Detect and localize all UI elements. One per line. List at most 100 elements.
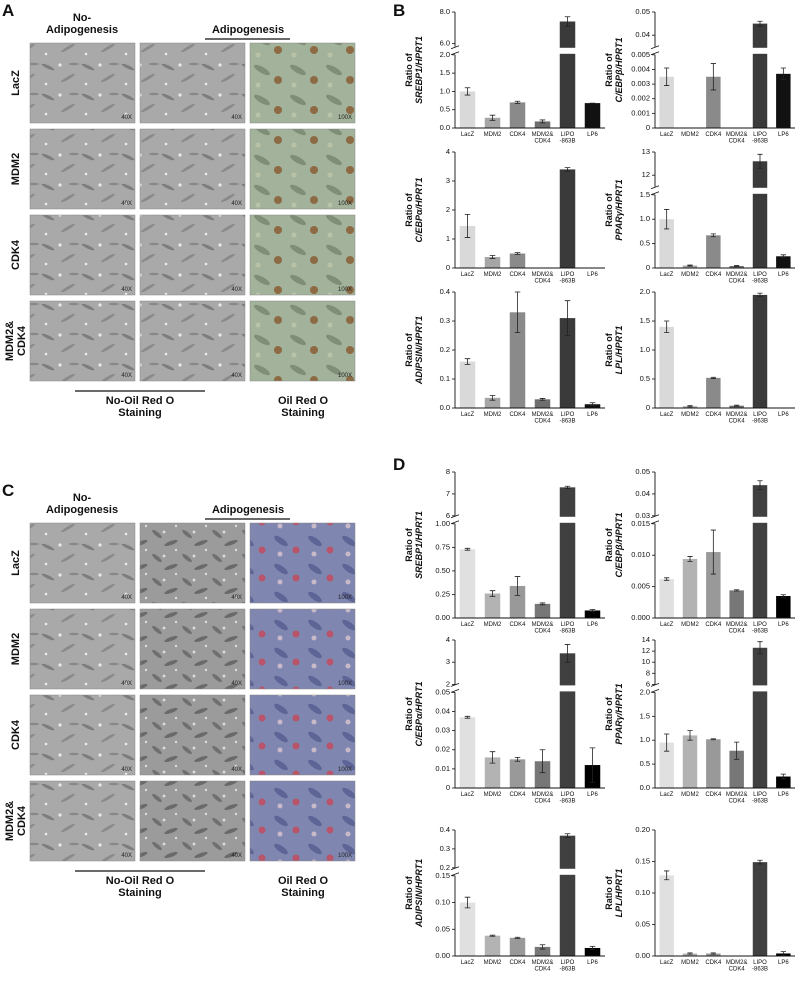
bar: [509, 937, 526, 956]
y-tick-label: 0.02: [435, 745, 450, 754]
micrograph: [139, 300, 246, 382]
error-bar: [489, 255, 496, 259]
y-tick-label: 12: [642, 646, 650, 655]
y-tick-label: 0.50: [435, 566, 450, 575]
error-bar: [734, 589, 740, 592]
x-tick-label: MDM2: [681, 792, 699, 798]
x-tick-label: LacZ: [660, 960, 674, 966]
y-tick-label: 0.5: [640, 374, 650, 383]
axis-break-mark: [650, 514, 660, 525]
y-tick-label: 0.005: [631, 50, 650, 59]
bar: [776, 256, 791, 268]
error-bar: [664, 870, 670, 881]
x-tick-label: MDM2: [681, 272, 699, 278]
error-bar: [464, 87, 471, 96]
y-tick-label: 0.002: [631, 94, 650, 103]
error-bar: [664, 67, 670, 86]
y-tick-label: 10: [642, 657, 650, 666]
x-tick-label: MDM2& CDK4: [532, 412, 554, 425]
x-tick-label: CDK4: [509, 272, 526, 278]
x-tick-label: LIPO -863B: [752, 412, 768, 425]
x-tick-label: LIPO -863B: [559, 622, 575, 635]
error-bar: [514, 576, 521, 596]
y-tick-label: 0.03: [435, 726, 450, 735]
magnification: 100X: [338, 201, 352, 207]
magnification: 100X: [338, 681, 352, 687]
y-tick-label: 0.04: [635, 30, 650, 39]
x-tick-label: LIPO -863B: [752, 792, 768, 805]
micrograph: [249, 300, 356, 382]
y-tick-label: 0.4: [440, 825, 450, 834]
y-tick-label: 0.2: [440, 863, 450, 872]
y-tick-label: 0.0: [440, 403, 450, 412]
error-bar: [564, 16, 571, 27]
bar: [706, 76, 721, 128]
bar: [509, 312, 526, 408]
x-tick-label: LP6: [587, 960, 598, 966]
axis-break-mark: [450, 45, 460, 56]
magnification: 100X: [338, 767, 352, 773]
y-tick-label: 12: [642, 170, 650, 179]
y-tick-label: 0.5: [640, 759, 650, 768]
x-tick-label: LP6: [778, 132, 789, 138]
axis-break-mark: [450, 514, 460, 525]
bar: [534, 946, 551, 956]
error-bar: [710, 63, 716, 91]
x-tick-label: LacZ: [461, 132, 475, 138]
magnification: 40X: [121, 373, 132, 379]
bar: [534, 603, 551, 618]
x-tick-label: CDK4: [509, 622, 526, 628]
error-bar: [489, 751, 496, 764]
x-tick-label: MDM2& CDK4: [532, 622, 554, 635]
y-axis-label: Ratio ofADIPSIN/HPRT1: [404, 859, 424, 928]
magnification: 40X: [231, 373, 242, 379]
error-bar: [710, 952, 716, 955]
magnification: 40X: [121, 115, 132, 121]
y-tick-label: 0.003: [631, 79, 650, 88]
micrograph: [139, 694, 246, 776]
error-bar: [664, 577, 670, 581]
bar: [509, 759, 526, 788]
x-tick-label: CDK4: [509, 132, 526, 138]
y-tick-label: 0.15: [635, 856, 650, 865]
error-bar: [710, 738, 716, 741]
error-bar: [539, 749, 546, 774]
y-tick-label: 0: [446, 783, 450, 792]
bar: [509, 585, 526, 618]
x-tick-label: CDK4: [509, 792, 526, 798]
bar: [459, 225, 476, 268]
magnification: 40X: [121, 767, 132, 773]
bar: [559, 169, 576, 268]
y-tick-label: 6: [446, 511, 450, 520]
micrograph: [29, 522, 136, 604]
x-tick-label: LacZ: [461, 622, 475, 628]
y-tick-label: 1.0: [640, 345, 650, 354]
error-bar: [589, 945, 596, 950]
column-header: Adipogenesis: [212, 504, 284, 516]
x-tick-label: LIPO -863B: [559, 792, 575, 805]
y-axis-label: Ratio ofPPARγ/HPRT1: [604, 179, 624, 240]
y-tick-label: 0.4: [440, 287, 450, 296]
error-bar: [734, 404, 740, 407]
bar: [484, 935, 501, 956]
error-bar: [664, 733, 670, 752]
error-bar: [710, 529, 716, 575]
x-tick-label: MDM2: [484, 412, 502, 418]
axis-break: [651, 516, 795, 523]
bar: [659, 742, 674, 788]
y-tick-label: 0.3: [440, 316, 450, 325]
x-tick-label: CDK4: [705, 960, 722, 966]
y-axis-label: Ratio ofC/EBPα/HPRT1: [404, 178, 424, 243]
x-tick-label: LIPO -863B: [752, 272, 768, 285]
bar: [659, 76, 674, 128]
y-tick-label: 0.05: [635, 919, 650, 928]
bar: [729, 750, 744, 788]
error-bar: [757, 292, 763, 298]
magnification: 40X: [231, 853, 242, 859]
bar: [459, 361, 476, 408]
bar: [484, 397, 501, 408]
x-tick-label: MDM2: [484, 792, 502, 798]
column-header: No-Adipogenesis: [46, 12, 118, 36]
bar: [659, 326, 674, 408]
bar: [459, 717, 476, 788]
